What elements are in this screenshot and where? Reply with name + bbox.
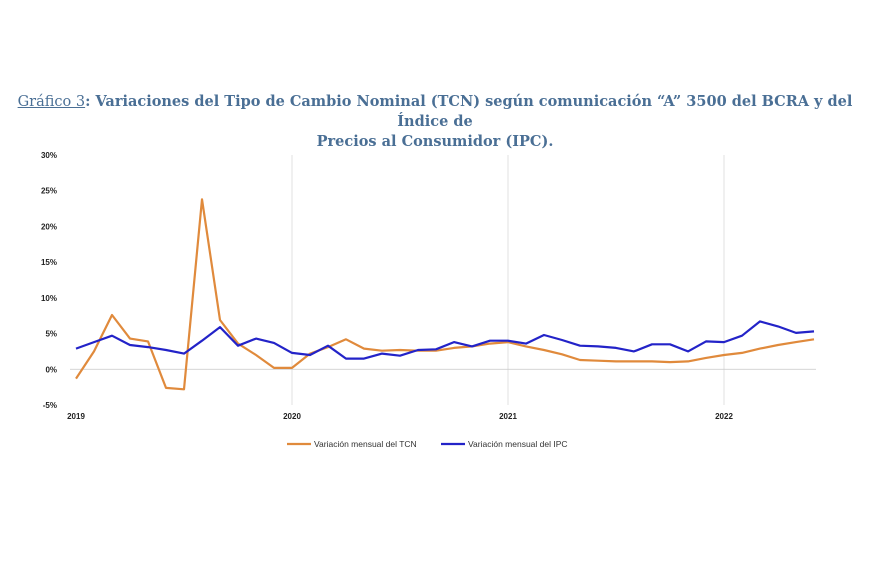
chart-title: Gráfico 3: Variaciones del Tipo de Cambi… xyxy=(0,92,870,152)
x-tick-label: 2020 xyxy=(283,412,301,421)
x-tick-label: 2021 xyxy=(499,412,517,421)
chart-title-line1: Gráfico 3: Variaciones del Tipo de Cambi… xyxy=(0,92,870,132)
series-line-ipc xyxy=(75,320,815,360)
chart-title-separator: : xyxy=(85,93,96,110)
chart-title-text: Variaciones del Tipo de Cambio Nominal (… xyxy=(95,93,853,130)
x-tick-label: 2022 xyxy=(715,412,733,421)
y-tick-label: -5% xyxy=(43,401,57,410)
legend-label: Variación mensual del IPC xyxy=(468,439,568,449)
x-tick-label: 2019 xyxy=(67,412,85,421)
y-tick-label: 15% xyxy=(41,258,57,267)
y-tick-label: 20% xyxy=(41,222,57,231)
chart-title-line2: Precios al Consumidor (IPC). xyxy=(316,133,554,150)
y-tick-label: 25% xyxy=(41,187,57,196)
chart-title-label: Gráfico 3 xyxy=(17,94,86,110)
y-tick-label: 0% xyxy=(45,365,57,374)
series-line-tcn xyxy=(75,198,815,391)
y-tick-label: 10% xyxy=(41,294,57,303)
legend-label: Variación mensual del TCN xyxy=(314,439,417,449)
y-tick-label: 30% xyxy=(41,151,57,160)
y-tick-label: 5% xyxy=(45,330,57,339)
